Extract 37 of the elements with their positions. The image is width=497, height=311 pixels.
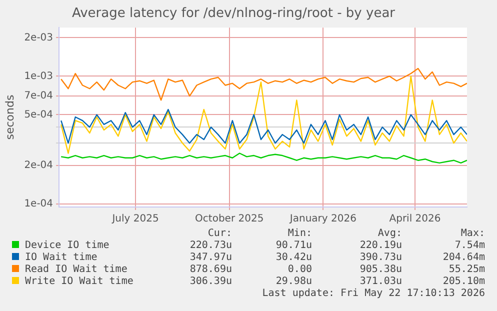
y-tick-label: 7e-04 [24,90,54,102]
text: 0.00 [286,264,312,276]
legend-label: Write IO Wait time [24,276,134,288]
x-tick-label: January 2026 [288,214,356,225]
text: Avg: [376,228,402,240]
text: 220.19u [358,240,402,252]
text: 90.71u [274,240,312,252]
text: 220.73u [188,240,232,252]
text: 205.10m [442,276,485,288]
text: Cur: [206,228,232,240]
text: 30.42u [274,252,312,264]
text: 371.03u [358,276,402,288]
text: 306.39u [188,276,232,288]
x-tick-label: April 2026 [389,214,441,225]
y-tick-label: 1e-04 [24,198,54,210]
text: 390.73u [358,252,402,264]
chart-title: Average latency for /dev/nlnog-ring/root - by year [72,6,396,22]
x-tick-label: October 2025 [195,214,264,225]
legend-label: Read IO Wait time [24,264,128,276]
text: 878.69u [188,264,232,276]
text: Min: [286,228,312,240]
legend-label: Device IO time [24,240,110,252]
text: 7.54m [454,240,485,252]
y-tick-label: 5e-04 [24,109,54,120]
text: 347.97u [188,252,232,264]
legend-label: IO Wait time [24,252,98,264]
y-tick-label: 2e-03 [24,32,54,44]
x-tick-label: July 2025 [111,214,159,225]
text: 905.38u [358,264,402,276]
text: 29.98u [274,276,312,288]
y-tick-label: 2e-04 [24,160,54,172]
y-axis-title: seconds [3,94,16,140]
y-tick-label: 1e-03 [24,70,54,82]
text: Last update: Fri May 22 17:10:13 2026 [261,288,485,300]
text: 55.25m [448,264,485,276]
text: 204.64m [442,252,485,264]
text: Max: [460,228,485,240]
